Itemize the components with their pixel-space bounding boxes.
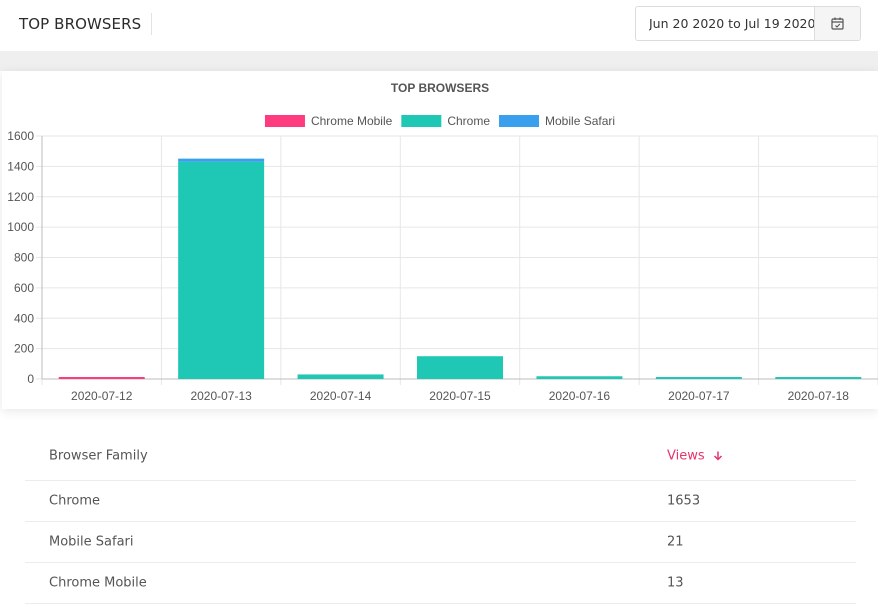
browser-table: Browser Family Views Chrome 1653 Mobile … xyxy=(25,432,856,604)
row-views-value: 21 xyxy=(667,534,684,550)
x-tick-label: 2020-07-16 xyxy=(549,389,611,403)
bar-chrome[interactable] xyxy=(178,161,265,379)
y-tick-label: 1000 xyxy=(7,220,34,234)
table-row: Chrome 1653 xyxy=(25,481,856,522)
row-browser-name: Chrome Mobile xyxy=(49,575,147,591)
bar-mobile-safari[interactable] xyxy=(178,158,265,162)
y-tick-label: 400 xyxy=(14,311,34,325)
header-views-sort[interactable]: Views xyxy=(667,449,723,464)
x-tick-label: 2020-07-17 xyxy=(668,389,730,403)
x-tick-label: 2020-07-13 xyxy=(190,389,252,403)
legend-swatch-chrome-mobile[interactable] xyxy=(264,115,305,127)
y-tick-label: 1200 xyxy=(7,190,34,204)
chart-legend: Chrome Mobile Chrome Mobile Safari xyxy=(264,114,615,128)
x-tick-label: 2020-07-14 xyxy=(310,389,372,403)
page-header: TOP BROWSERS xyxy=(0,0,878,51)
date-range-picker[interactable] xyxy=(635,6,861,41)
legend-swatch-chrome[interactable] xyxy=(401,115,442,127)
row-browser-name: Chrome xyxy=(49,493,100,509)
section-separator xyxy=(0,51,878,71)
chart-ticks: 0 200 400 600 800 1000 1200 1400 1600 2020-07-12 2… xyxy=(7,129,849,403)
chart-bars xyxy=(58,158,862,379)
chart-grid xyxy=(36,135,878,385)
table-row: Chrome Mobile 13 xyxy=(25,563,856,604)
y-tick-label: 1400 xyxy=(7,159,34,173)
y-tick-label: 600 xyxy=(14,281,34,295)
calendar-button[interactable] xyxy=(814,7,860,40)
page-title: TOP BROWSERS xyxy=(19,15,142,33)
legend-label[interactable]: Mobile Safari xyxy=(545,114,615,128)
table-header-row: Browser Family Views xyxy=(25,432,856,481)
x-tick-label: 2020-07-18 xyxy=(788,389,850,403)
browser-bar-chart: TOP BROWSERS Chrome Mobile Chrome Mobile S… xyxy=(7,81,878,403)
bar-chrome[interactable] xyxy=(536,376,623,379)
header-browser-family[interactable]: Browser Family xyxy=(49,448,148,464)
header-views-label: Views xyxy=(667,448,705,464)
calendar-icon xyxy=(831,17,844,30)
date-range-input[interactable] xyxy=(636,7,815,40)
bar-chrome[interactable] xyxy=(655,377,742,379)
x-tick-label: 2020-07-12 xyxy=(71,389,133,403)
bar-chrome-mobile[interactable] xyxy=(58,377,145,379)
chart-title: TOP BROWSERS xyxy=(391,81,489,95)
y-tick-label: 0 xyxy=(27,372,34,386)
y-tick-label: 200 xyxy=(14,342,34,356)
y-tick-label: 800 xyxy=(14,251,34,265)
arrow-down-icon xyxy=(713,451,722,461)
bar-chrome[interactable] xyxy=(297,374,384,379)
x-tick-label: 2020-07-15 xyxy=(429,389,491,403)
legend-label[interactable]: Chrome Mobile xyxy=(311,114,393,128)
row-browser-name: Mobile Safari xyxy=(49,534,134,550)
title-divider xyxy=(151,13,152,35)
bar-chrome[interactable] xyxy=(417,356,503,379)
y-tick-label: 1600 xyxy=(7,129,34,143)
legend-label[interactable]: Chrome xyxy=(447,114,490,128)
bar-chrome[interactable] xyxy=(775,377,862,379)
table-row: Mobile Safari 21 xyxy=(25,522,856,563)
chart-card: TOP BROWSERS Chrome Mobile Chrome Mobile S… xyxy=(2,71,878,409)
row-views-value: 1653 xyxy=(667,493,701,509)
row-views-value: 13 xyxy=(667,575,684,591)
legend-swatch-mobile-safari[interactable] xyxy=(499,115,540,127)
